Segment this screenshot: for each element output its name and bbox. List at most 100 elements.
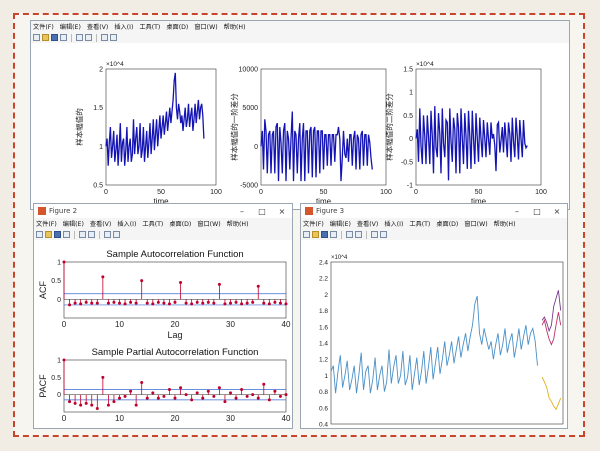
menu-item[interactable]: 插入(I) (384, 221, 404, 228)
minimize-icon[interactable]: – (515, 206, 519, 216)
menu-bar: 文件(F) 编辑(E) 查看(V) 插入(I) 工具(T) 桌面(D) 窗口(W) 帮助(H) (301, 218, 567, 229)
open-folder-icon[interactable] (312, 231, 319, 238)
save-icon[interactable] (51, 34, 58, 41)
zoom-icon[interactable] (76, 34, 83, 41)
zoom-icon[interactable] (346, 231, 353, 238)
menu-item[interactable]: 查看(V) (86, 24, 109, 31)
menu-item[interactable]: 工具(T) (142, 221, 164, 228)
print-icon[interactable] (63, 231, 70, 238)
menu-item[interactable]: 编辑(E) (62, 221, 84, 228)
menu-item[interactable]: 帮助(H) (226, 221, 249, 228)
menu-item[interactable]: 窗口(W) (464, 221, 488, 228)
datacursor-icon[interactable] (88, 231, 95, 238)
x-tick-label: 30 (226, 320, 235, 329)
menu-item[interactable]: 桌面(D) (436, 221, 459, 228)
panel-icon[interactable] (110, 34, 117, 41)
new-file-icon[interactable] (303, 231, 310, 238)
menu-item[interactable]: 编辑(E) (329, 221, 351, 228)
new-file-icon[interactable] (36, 231, 43, 238)
open-folder-icon[interactable] (45, 231, 52, 238)
print-icon[interactable] (330, 231, 337, 238)
axis-exponent: ×10^4 (106, 61, 124, 68)
x-tick-label: 100 (210, 189, 222, 196)
save-icon[interactable] (321, 231, 328, 238)
pointer-icon[interactable] (101, 34, 108, 41)
y-tick-label: 2.4 (319, 260, 328, 267)
figure-1-plots: 21.510.50 50 100time样本幅值的×10^41000050000-5… (74, 61, 547, 206)
stem-marker (106, 403, 110, 407)
panel-icon[interactable] (380, 231, 387, 238)
y-axis-label: 样本幅值的 (74, 108, 84, 146)
menu-item[interactable]: 工具(T) (139, 24, 161, 31)
figure-2-title: Figure 2 (49, 207, 78, 215)
minimize-icon[interactable]: – (240, 206, 244, 216)
y-tick-label: -1 (407, 183, 413, 190)
stem-marker (84, 401, 88, 405)
x-tick-label: 0 (62, 414, 67, 423)
close-icon[interactable]: × (278, 206, 286, 216)
separator (99, 230, 100, 239)
datacursor-icon[interactable] (85, 34, 92, 41)
menu-item[interactable]: 窗口(W) (197, 221, 221, 228)
y-tick-label: 1.6 (319, 324, 328, 331)
pointer-icon[interactable] (371, 231, 378, 238)
stem-marker (267, 398, 271, 402)
pointer-icon[interactable] (104, 231, 111, 238)
print-icon[interactable] (60, 34, 67, 41)
x-tick-label: 50 (320, 189, 328, 196)
save-icon[interactable] (54, 231, 61, 238)
menu-item[interactable]: 工具(T) (409, 221, 431, 228)
stem-marker (212, 394, 216, 398)
y-axis-label: 样本幅值的二阶差分 (384, 93, 394, 161)
open-folder-icon[interactable] (42, 34, 49, 41)
menu-item[interactable]: 窗口(W) (194, 24, 218, 31)
series-line (330, 295, 538, 394)
stem-marker (173, 300, 177, 304)
menu-item[interactable]: 桌面(D) (169, 221, 192, 228)
menu-item[interactable]: 文件(F) (36, 221, 57, 228)
maximize-icon[interactable]: □ (533, 206, 541, 216)
series-line (541, 312, 562, 346)
stem-marker (151, 302, 155, 306)
stem-marker (267, 302, 271, 306)
figure-2-canvas: Sample Autocorrelation Function 1 0.5 0 0 10 2… (34, 240, 292, 428)
stem-marker (134, 301, 138, 305)
stem-marker (112, 400, 116, 404)
stem-marker (251, 393, 255, 397)
menu-item[interactable]: 插入(I) (114, 24, 134, 31)
y-tick-label: 0.5 (51, 375, 61, 382)
stem-marker (167, 302, 171, 306)
stem-marker (68, 400, 72, 404)
zoom-icon[interactable] (79, 231, 86, 238)
menu-item[interactable]: 查看(V) (89, 221, 112, 228)
menu-item[interactable]: 文件(F) (303, 221, 324, 228)
menu-item[interactable]: 编辑(E) (59, 24, 81, 31)
datacursor-icon[interactable] (355, 231, 362, 238)
y-tick-label: 10000 (239, 67, 259, 74)
y-tick-label: 0.6 (319, 405, 328, 412)
series-line (541, 376, 562, 411)
menu-item[interactable]: 帮助(H) (493, 221, 516, 228)
panel-icon[interactable] (113, 231, 120, 238)
menu-item[interactable]: 查看(V) (356, 221, 379, 228)
stem-marker (151, 391, 155, 395)
x-tick-label: 10 (115, 320, 124, 329)
maximize-icon[interactable]: □ (258, 206, 266, 216)
menu-item[interactable]: 插入(I) (117, 221, 137, 228)
stem-marker (273, 300, 277, 304)
y-axis-label: PACF (38, 374, 48, 398)
axis-exponent: ×10^4 (331, 255, 348, 261)
stem-marker (179, 281, 183, 285)
menu-item[interactable]: 帮助(H) (223, 24, 246, 31)
menu-item[interactable]: 桌面(D) (166, 24, 189, 31)
menu-item[interactable]: 文件(F) (33, 24, 54, 31)
stem-marker (234, 300, 238, 304)
stem-marker (229, 301, 232, 305)
stem-marker (284, 393, 288, 397)
stem-marker (123, 394, 127, 398)
new-file-icon[interactable] (33, 34, 40, 41)
stem-marker (129, 300, 133, 304)
stem-marker (90, 301, 94, 305)
series-line (541, 290, 562, 333)
close-icon[interactable]: × (553, 206, 561, 216)
